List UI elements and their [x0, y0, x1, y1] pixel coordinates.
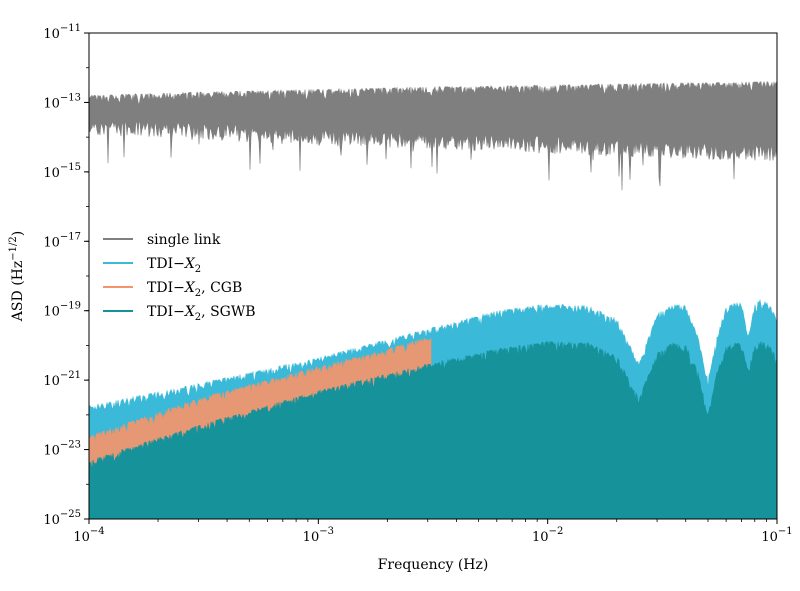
- legend-entry: TDI−X2, SGWB: [147, 304, 256, 323]
- y-tick-label: 10−11: [43, 23, 81, 42]
- y-axis-ticks: 10−11 10−13 10−15 10−17 10−19 10−21 10−23 10−25: [43, 23, 89, 528]
- series-layer: [89, 81, 777, 519]
- legend-entry: single link: [147, 232, 221, 248]
- x-tick-label: 10−1: [761, 526, 792, 545]
- x-tick-label: 10−4: [73, 526, 104, 545]
- series-band-3: [89, 341, 777, 519]
- x-axis-label: Frequency (Hz): [378, 557, 489, 573]
- legend: single link TDI−X2 TDI−X2, CGB TDI−X2, SGWB: [103, 232, 256, 323]
- y-tick-label: 10−23: [43, 440, 81, 459]
- x-axis-ticks: 10−4 10−3 10−2 10−1: [73, 519, 793, 545]
- y-tick-label: 10−19: [43, 301, 81, 320]
- y-tick-label: 10−21: [43, 370, 81, 389]
- series-band-0: [89, 81, 777, 191]
- y-tick-label: 10−13: [43, 92, 81, 111]
- legend-entry: TDI−X2, CGB: [147, 280, 242, 299]
- legend-entry: TDI−X2: [147, 256, 201, 275]
- x-tick-label: 10−2: [532, 526, 563, 545]
- y-axis-label: ASD (Hz−1/2): [8, 231, 26, 322]
- y-tick-label: 10−25: [43, 509, 81, 528]
- y-tick-label: 10−17: [43, 231, 81, 250]
- x-tick-label: 10−3: [303, 526, 334, 545]
- y-tick-label: 10−15: [43, 162, 81, 181]
